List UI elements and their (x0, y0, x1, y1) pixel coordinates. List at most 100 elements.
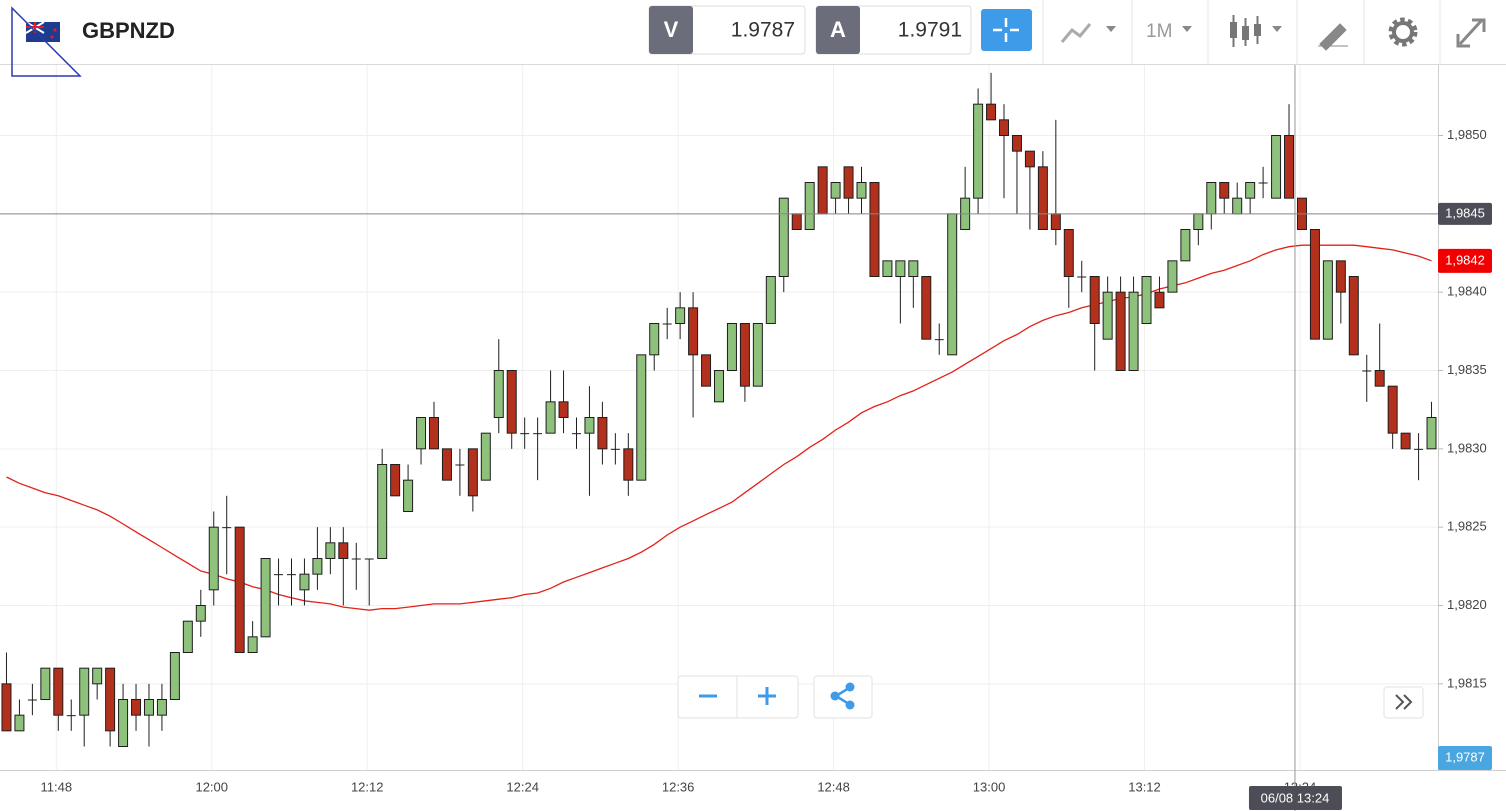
candle-body (1206, 182, 1217, 215)
bid-price-label: 1,9787 (1445, 749, 1485, 764)
candle-body (1037, 166, 1048, 230)
candle-body (441, 448, 452, 481)
sell-price: 1.9787 (731, 19, 795, 42)
candle-body (778, 197, 789, 278)
candle-body (480, 432, 491, 481)
candle-body (1167, 260, 1178, 293)
candle-body (545, 401, 556, 434)
settings-button[interactable] (1388, 17, 1418, 47)
candle-body (520, 433, 530, 435)
x-tick-label: 12:24 (506, 779, 539, 794)
toolbar: GBPNZD V 1.9787 A 1.9791 1M (0, 0, 1506, 77)
drawing-tools-button[interactable] (1318, 23, 1348, 51)
candle-body (1115, 291, 1126, 371)
candle-body (66, 715, 76, 717)
y-tick-label: 1,9815 (1447, 675, 1487, 690)
candle-body (584, 417, 595, 434)
candle-body (973, 103, 984, 199)
x-tick-label: 12:48 (817, 779, 850, 794)
candle-body (493, 370, 504, 418)
x-tick-label: 12:12 (351, 779, 384, 794)
candle-body (195, 605, 206, 622)
candle-body (1258, 182, 1268, 184)
buy-price: 1.9791 (898, 19, 962, 42)
candle-body (1024, 150, 1035, 168)
zoom-in-button[interactable] (758, 687, 776, 705)
buy-button[interactable]: A 1.9791 (815, 5, 972, 55)
sell-label: V (664, 17, 679, 42)
candle-body (1063, 229, 1074, 277)
candle-body (506, 370, 517, 434)
candle-body (1180, 229, 1191, 262)
candle-style-dropdown[interactable] (1230, 15, 1282, 47)
candle-body (895, 260, 906, 278)
candle-body (312, 558, 323, 575)
candle-body (1050, 213, 1061, 230)
candle-body (1284, 135, 1295, 199)
y-tick-label: 1,9840 (1447, 284, 1487, 299)
candle-body (105, 667, 116, 732)
sell-button[interactable]: V 1.9787 (648, 5, 806, 55)
candle-body (403, 479, 414, 512)
candle-body (688, 307, 699, 356)
candle-body (804, 182, 815, 230)
bid-price-box (1438, 746, 1492, 770)
candle-body (649, 323, 660, 356)
crosshair-button[interactable] (981, 9, 1032, 51)
candle-body (1414, 448, 1424, 450)
symbol-name: GBPNZD (82, 18, 175, 43)
candle-body (830, 182, 841, 199)
candle-body (416, 417, 427, 450)
candle-body (714, 370, 724, 403)
y-tick-label: 1,9825 (1447, 519, 1487, 534)
fullscreen-button[interactable] (1456, 18, 1486, 48)
candle-body (455, 464, 465, 466)
candle-body (1426, 417, 1437, 450)
candle-body (1, 683, 12, 732)
candle-body (1400, 432, 1411, 450)
candle-body (79, 667, 90, 716)
candle-body (597, 417, 608, 450)
candle-body (1141, 276, 1152, 324)
candle-body (856, 182, 867, 199)
candle-body (260, 558, 271, 638)
timeframe-label: 1M (1146, 21, 1172, 42)
y-tick-label: 1,9830 (1447, 440, 1487, 455)
ma-value-label: 1,9842 (1445, 252, 1485, 267)
y-tick-label: 1,9835 (1447, 362, 1487, 377)
candle-body (222, 527, 232, 529)
candle-body (428, 417, 439, 450)
candle-body (156, 699, 167, 716)
ma-value-box (1438, 248, 1492, 273)
candle-body (726, 323, 737, 371)
candle-body (169, 652, 180, 700)
candle-body (299, 573, 310, 591)
timeframe-dropdown[interactable]: 1M (1146, 21, 1192, 42)
share-button[interactable] (813, 675, 873, 719)
candle-body (571, 433, 581, 435)
candle-body (1154, 291, 1165, 309)
chart-type-dropdown[interactable] (1060, 23, 1116, 43)
candle-body (791, 213, 802, 230)
candle-body (234, 526, 245, 654)
candle-body (1387, 385, 1398, 434)
crosshair-time-label: 06/08 13:24 (1261, 790, 1330, 805)
candle-body (40, 667, 51, 701)
candle-body (1193, 213, 1204, 230)
candle-body (118, 699, 129, 747)
candle-body (274, 574, 284, 576)
candle-body (14, 714, 25, 732)
candle-body (1374, 370, 1385, 387)
candle-body (351, 558, 361, 560)
candle-body (1011, 135, 1022, 152)
candle-body (1232, 197, 1243, 215)
candle-body (27, 699, 37, 701)
x-tick-label: 12:00 (195, 779, 228, 794)
candle-body (817, 166, 828, 215)
x-tick-label: 12:36 (662, 779, 695, 794)
candle-body (752, 323, 763, 387)
candle-body (182, 620, 193, 654)
scroll-to-end-button[interactable] (1383, 686, 1424, 719)
x-tick-label: 13:00 (973, 779, 1006, 794)
